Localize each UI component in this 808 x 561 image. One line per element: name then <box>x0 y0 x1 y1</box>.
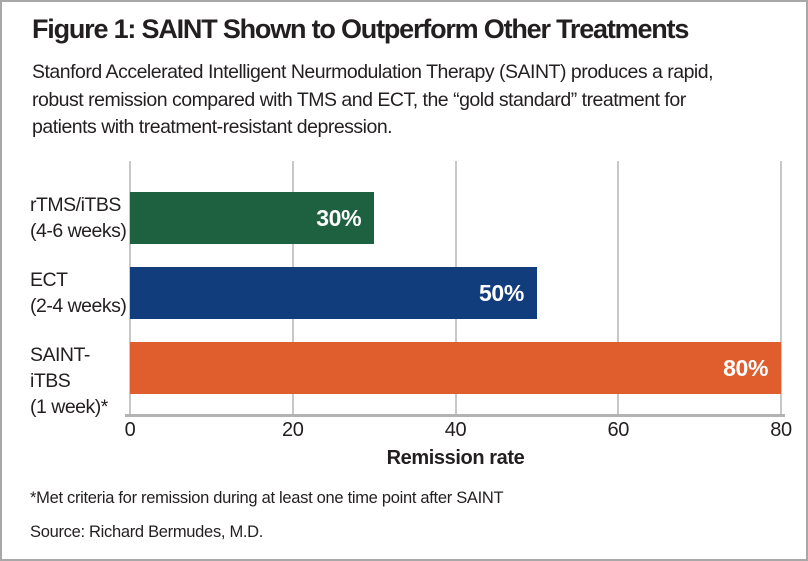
gridline <box>780 161 782 415</box>
category-label-line: rTMS/iTBS <box>30 194 121 216</box>
subtitle-line: patients with treatment-resistant depres… <box>32 116 393 138</box>
bar-value-label: 50% <box>479 280 524 306</box>
bar-saint-itbs: 80% <box>130 342 781 394</box>
category-label-line: ECT <box>30 269 68 291</box>
category-label-line: (4-6 weeks) <box>30 220 127 242</box>
x-tick-label: 40 <box>444 419 467 441</box>
x-tick-label: 80 <box>770 419 792 441</box>
category-labels: rTMS/iTBS (4-6 weeks) ECT (2-4 weeks) SAINT-… <box>2 2 130 559</box>
x-tick-label: 60 <box>607 419 630 441</box>
gridline <box>617 161 620 415</box>
subtitle-line: robust remission compared with TMS and E… <box>32 88 686 111</box>
bar-rtms-itbs: 30% <box>130 192 375 244</box>
category-label: SAINT-iTBS (1 week)* <box>30 342 130 420</box>
x-tick-label: 0 <box>124 419 136 441</box>
figure-subtitle: Stanford Accelerated Intelligent Neurmod… <box>32 59 714 142</box>
category-label: ECT (2-4 weeks) <box>30 267 130 319</box>
x-tick-label: 20 <box>282 419 304 441</box>
plot-area: 30% 50% 80% <box>125 161 785 417</box>
footnote: *Met criteria for remission during at le… <box>30 489 504 507</box>
bar-ect: 50% <box>130 267 537 319</box>
x-axis-title: Remission rate <box>386 447 525 469</box>
source-credit: Source: Richard Bermudes, M.D. <box>30 523 264 541</box>
x-axis-line <box>125 414 785 417</box>
category-label-line: (2-4 weeks) <box>30 295 127 317</box>
subtitle-line: Stanford Accelerated Intelligent Neurmod… <box>32 61 714 83</box>
figure-title: Figure 1: SAINT Shown to Outperform Othe… <box>32 14 689 44</box>
bar-value-label: 30% <box>316 205 362 231</box>
category-label-line: SAINT-iTBS <box>30 344 90 392</box>
bar-value-label: 80% <box>723 355 768 381</box>
x-tick-labels: 0 20 40 60 80 <box>125 419 793 445</box>
category-label: rTMS/iTBS (4-6 weeks) <box>30 192 130 244</box>
category-label-line: (1 week)* <box>30 396 108 418</box>
